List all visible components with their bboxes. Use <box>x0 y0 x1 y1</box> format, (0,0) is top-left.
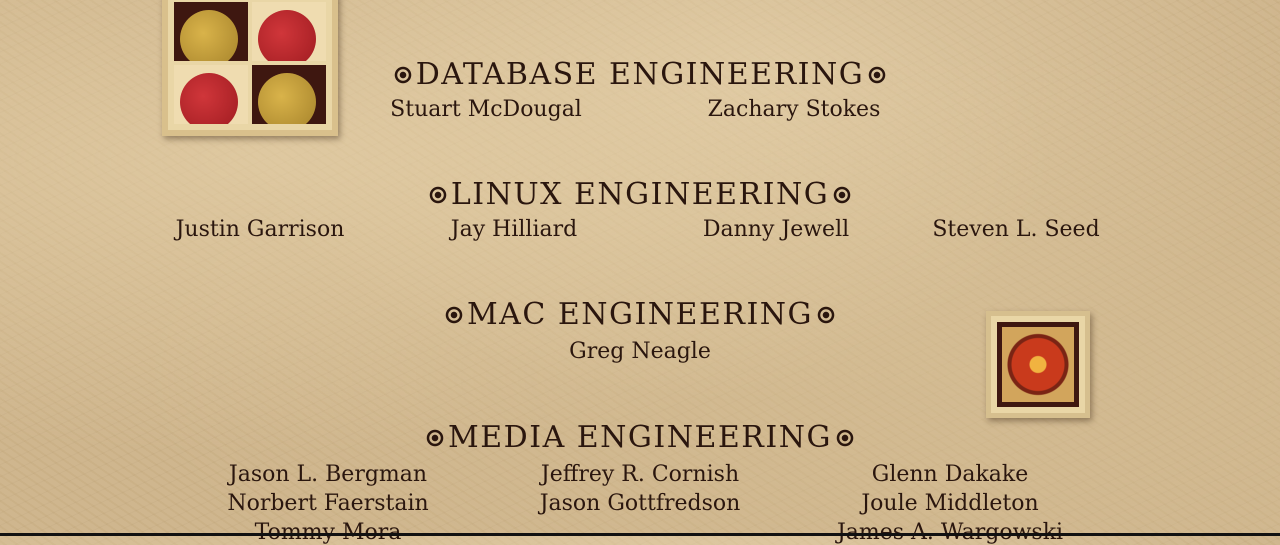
heading-text: DATABASE ENGINEERING <box>415 57 865 92</box>
heading-text: LINUX ENGINEERING <box>450 177 830 212</box>
tile-fruit-decoration <box>162 0 338 136</box>
letterbox-bar <box>0 533 1280 536</box>
tile-cell <box>252 65 326 124</box>
credit-name: Norbert Faerstain <box>227 491 429 516</box>
spiral-icon <box>831 183 854 206</box>
spiral-icon <box>866 63 889 86</box>
credit-name: Jason L. Bergman <box>228 462 428 487</box>
spiral-icon <box>391 63 414 86</box>
credit-name: Greg Neagle <box>569 339 711 364</box>
credit-name: Justin Garrison <box>175 217 345 242</box>
tile-flower-decoration <box>986 311 1090 418</box>
section-heading-mac: MAC ENGINEERING <box>0 297 1280 332</box>
tile-cell <box>252 2 326 61</box>
credit-name: Jay Hilliard <box>450 217 578 242</box>
credit-name: Jason Gottfredson <box>539 491 741 516</box>
credit-name: Danny Jewell <box>702 217 850 242</box>
fruit-icon <box>258 10 316 61</box>
spiral-icon <box>442 303 465 326</box>
heading-text: MAC ENGINEERING <box>466 297 814 332</box>
flower-icon <box>997 322 1079 407</box>
spiral-icon <box>833 426 856 449</box>
section-heading-database: DATABASE ENGINEERING <box>0 57 1280 92</box>
credit-name: Steven L. Seed <box>932 217 1100 242</box>
credit-name: Jeffrey R. Cornish <box>540 462 740 487</box>
spiral-icon <box>815 303 838 326</box>
spiral-icon <box>424 426 447 449</box>
fruit-icon <box>180 10 238 61</box>
credit-name: Zachary Stokes <box>707 97 881 122</box>
fruit-icon <box>258 73 316 124</box>
credit-name: Stuart McDougal <box>390 97 582 122</box>
section-heading-linux: LINUX ENGINEERING <box>0 177 1280 212</box>
heading-text: MEDIA ENGINEERING <box>448 420 832 455</box>
tile-cell <box>174 65 248 124</box>
credit-name: Glenn Dakake <box>871 462 1029 487</box>
credit-name: Joule Middleton <box>861 491 1039 516</box>
fruit-icon <box>180 73 238 124</box>
spiral-icon <box>426 183 449 206</box>
tile-cell <box>174 2 248 61</box>
section-heading-media: MEDIA ENGINEERING <box>0 420 1280 455</box>
